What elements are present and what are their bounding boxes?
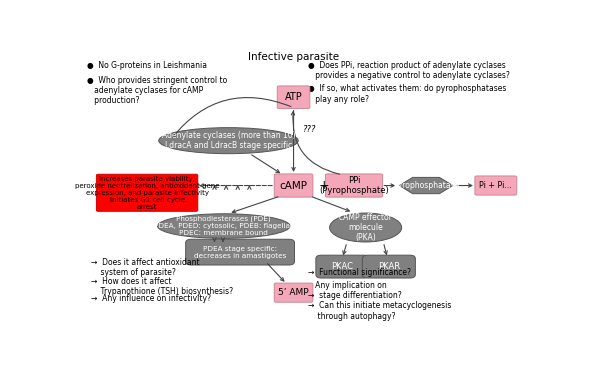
Text: Pyrophosphatase: Pyrophosphatase bbox=[393, 181, 459, 190]
Text: 5’ AMP: 5’ AMP bbox=[278, 288, 309, 297]
Text: +: + bbox=[319, 179, 329, 192]
Text: cAMP effector
molecule
(PKA): cAMP effector molecule (PKA) bbox=[339, 212, 392, 243]
Text: ●  If so, what activates them: do pyrophosphatases
   play any role?: ● If so, what activates them: do pyropho… bbox=[308, 84, 506, 104]
FancyBboxPatch shape bbox=[274, 174, 313, 197]
Text: ???: ??? bbox=[303, 124, 317, 133]
Text: Phosphodiesterases (PDE)
PDEA, PDED: cytosolic, PDEB: flagellar
PDEC: membrane b: Phosphodiesterases (PDE) PDEA, PDED: cyt… bbox=[154, 216, 293, 237]
Text: ATP: ATP bbox=[284, 92, 302, 102]
Ellipse shape bbox=[159, 127, 298, 154]
Text: Infective parasite: Infective parasite bbox=[248, 52, 339, 62]
Text: Adenylate cyclases (more than 10)
LdracA and LdracB stage specific: Adenylate cyclases (more than 10) LdracA… bbox=[161, 131, 295, 150]
Text: Pi + Pi...: Pi + Pi... bbox=[479, 181, 512, 190]
Text: PKAR: PKAR bbox=[378, 262, 400, 271]
FancyBboxPatch shape bbox=[316, 255, 369, 278]
FancyBboxPatch shape bbox=[97, 174, 198, 211]
Text: ●  Does PPi, reaction product of adenylate cyclases
   provides a negative contr: ● Does PPi, reaction product of adenylat… bbox=[308, 61, 509, 80]
Text: →  Functional significance?: → Functional significance? bbox=[308, 268, 410, 277]
FancyBboxPatch shape bbox=[362, 255, 415, 278]
Ellipse shape bbox=[158, 214, 290, 238]
Text: →  How does it affect
    Trypanothione (TSH) biosynthesis?: → How does it affect Trypanothione (TSH)… bbox=[91, 277, 233, 296]
Text: PKAC: PKAC bbox=[331, 262, 353, 271]
Text: Any implication on
→  stage differentiation?: Any implication on → stage differentiati… bbox=[308, 281, 401, 300]
FancyBboxPatch shape bbox=[325, 174, 383, 197]
Ellipse shape bbox=[329, 213, 401, 242]
Text: →  Any influence on infectivity?: → Any influence on infectivity? bbox=[91, 294, 211, 303]
Text: PDEA stage specific:
decreases in amastigotes: PDEA stage specific: decreases in amasti… bbox=[194, 246, 286, 259]
Text: ●  No G-proteins in Leishmania: ● No G-proteins in Leishmania bbox=[86, 61, 206, 70]
Polygon shape bbox=[400, 177, 453, 194]
FancyBboxPatch shape bbox=[185, 239, 295, 265]
Text: cAMP: cAMP bbox=[280, 180, 308, 191]
Text: →  Does it affect antioxidant
    system of parasite?: → Does it affect antioxidant system of p… bbox=[91, 258, 200, 277]
Text: ●  Who provides stringent control to
   adenylate cyclases for cAMP
   productio: ● Who provides stringent control to aden… bbox=[86, 76, 227, 105]
FancyBboxPatch shape bbox=[475, 176, 517, 195]
Text: Increases parasite viability,
peroxide neutralization, antioxidant gene
expressi: Increases parasite viability, peroxide n… bbox=[75, 176, 220, 210]
Text: →  Can this initiate metacyclogenesis
    through autophagy?: → Can this initiate metacyclogenesis thr… bbox=[308, 301, 451, 321]
FancyBboxPatch shape bbox=[277, 86, 310, 109]
FancyBboxPatch shape bbox=[274, 283, 313, 302]
Text: PPi
(Pyrophosphate): PPi (Pyrophosphate) bbox=[319, 176, 389, 195]
